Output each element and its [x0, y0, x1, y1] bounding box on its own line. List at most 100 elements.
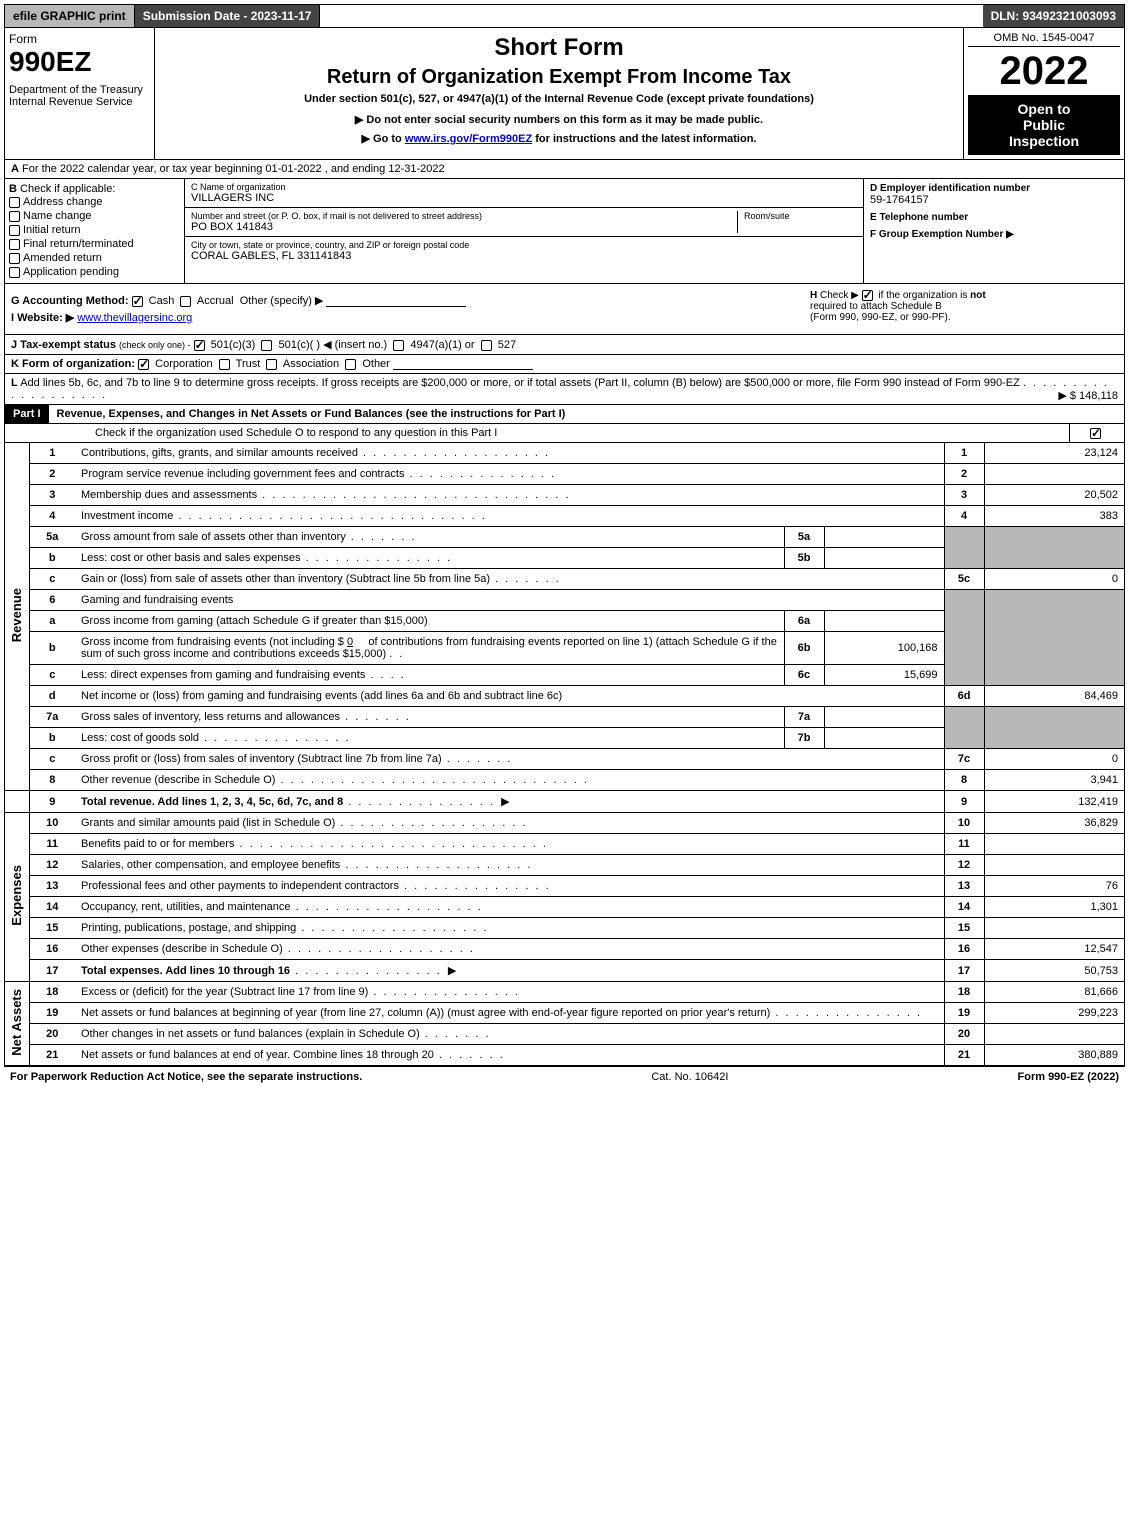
- checkbox-corp[interactable]: [138, 359, 149, 370]
- opt-501c: 501(c)( ) ◀ (insert no.): [278, 339, 387, 351]
- open3: Inspection: [1009, 133, 1079, 149]
- line-8: 8 Other revenue (describe in Schedule O)…: [5, 770, 1124, 791]
- ln7b-mn: 7b: [784, 728, 824, 749]
- checkbox-accrual[interactable]: [180, 296, 191, 307]
- line-7c: c Gross profit or (loss) from sales of i…: [5, 749, 1124, 770]
- ln6-desc: Gaming and fundraising events: [75, 590, 944, 611]
- org-name-value: VILLAGERS INC: [191, 192, 857, 204]
- website-line: I Website: ▶ www.thevillagersinc.org: [11, 311, 798, 324]
- subtitle-501c: Under section 501(c), 527, or 4947(a)(1)…: [161, 93, 957, 105]
- checkbox-cash[interactable]: [132, 296, 143, 307]
- col-c-org-info: C Name of organization VILLAGERS INC Num…: [185, 179, 864, 283]
- checkbox-icon[interactable]: [9, 239, 20, 250]
- checkbox-icon[interactable]: [9, 253, 20, 264]
- ln5b-mv: [824, 548, 944, 569]
- h-text2: if the organization is: [878, 290, 967, 301]
- chk-final-return[interactable]: Final return/terminated: [9, 237, 180, 251]
- header-right: OMB No. 1545-0047 2022 Open to Public In…: [964, 28, 1124, 159]
- ln14-desc: Occupancy, rent, utilities, and maintena…: [75, 897, 944, 918]
- city-label: City or town, state or province, country…: [191, 240, 857, 250]
- chk-initial-return[interactable]: Initial return: [9, 223, 180, 237]
- h-text4: (Form 990, 990-EZ, or 990-PF).: [810, 312, 951, 323]
- chk-label: Final return/terminated: [23, 238, 134, 250]
- ln6c-mn: 6c: [784, 665, 824, 686]
- opt-527: 527: [498, 339, 516, 351]
- ln21-rn: 21: [944, 1045, 984, 1066]
- part1-check-col: [1069, 424, 1124, 442]
- ln17-desc: Total expenses. Add lines 10 through 16 …: [75, 960, 944, 982]
- chk-address-change[interactable]: Address change: [9, 195, 180, 209]
- ln6-num: 6: [29, 590, 75, 611]
- accrual-label: Accrual: [197, 295, 234, 307]
- checkbox-icon[interactable]: [9, 267, 20, 278]
- other-specify-input[interactable]: [326, 295, 466, 307]
- ln5c-num: c: [29, 569, 75, 590]
- form-label: Form: [9, 32, 150, 46]
- ln6b-num: b: [29, 632, 75, 665]
- ln19-val: 299,223: [984, 1003, 1124, 1024]
- h-text1: Check ▶: [820, 290, 859, 301]
- ln11-rn: 11: [944, 834, 984, 855]
- row-l-gross-receipts: L Add lines 5b, 6c, and 7b to line 9 to …: [5, 374, 1124, 405]
- checkbox-icon[interactable]: [9, 225, 20, 236]
- chk-application-pending[interactable]: Application pending: [9, 265, 180, 279]
- main-title: Return of Organization Exempt From Incom…: [161, 66, 957, 89]
- ln17-num: 17: [29, 960, 75, 982]
- shaded-6v: [984, 590, 1124, 686]
- ln6b-mn: 6b: [784, 632, 824, 665]
- efile-print[interactable]: efile GRAPHIC print: [5, 5, 135, 27]
- checkbox-4947[interactable]: [393, 340, 404, 351]
- ln13-desc: Professional fees and other payments to …: [75, 876, 944, 897]
- checkbox-icon[interactable]: [9, 211, 20, 222]
- row-j-tax-exempt: J Tax-exempt status (check only one) - 5…: [5, 335, 1124, 355]
- col-b-checkboxes: B Check if applicable: Address change Na…: [5, 179, 185, 283]
- irs-link[interactable]: www.irs.gov/Form990EZ: [405, 133, 532, 145]
- checkbox-schedule-b[interactable]: [862, 290, 873, 301]
- goto-prefix: ▶ Go to: [362, 133, 405, 145]
- checkbox-icon[interactable]: [9, 197, 20, 208]
- other-label: Other (specify) ▶: [240, 295, 324, 307]
- ln14-rn: 14: [944, 897, 984, 918]
- ln14-num: 14: [29, 897, 75, 918]
- ln10-val: 36,829: [984, 813, 1124, 834]
- ln15-rn: 15: [944, 918, 984, 939]
- ln6a-mn: 6a: [784, 611, 824, 632]
- ln8-num: 8: [29, 770, 75, 791]
- ln5c-val: 0: [984, 569, 1124, 590]
- lines-table: Revenue 1 Contributions, gifts, grants, …: [5, 443, 1124, 1066]
- ln6a-mv: [824, 611, 944, 632]
- ln16-desc: Other expenses (describe in Schedule O) …: [75, 939, 944, 960]
- line-13: 13 Professional fees and other payments …: [5, 876, 1124, 897]
- chk-name-change[interactable]: Name change: [9, 209, 180, 223]
- ln7c-val: 0: [984, 749, 1124, 770]
- checkbox-527[interactable]: [481, 340, 492, 351]
- text-a: For the 2022 calendar year, or tax year …: [22, 163, 445, 175]
- chk-label: Name change: [23, 210, 92, 222]
- vtab-spacer: [5, 791, 29, 813]
- checkbox-assoc[interactable]: [266, 359, 277, 370]
- chk-amended-return[interactable]: Amended return: [9, 251, 180, 265]
- ln10-desc: Grants and similar amounts paid (list in…: [75, 813, 944, 834]
- cash-label: Cash: [149, 295, 175, 307]
- shaded-6: [944, 590, 984, 686]
- ln9-num: 9: [29, 791, 75, 813]
- checkbox-other-org[interactable]: [345, 359, 356, 370]
- website-link[interactable]: www.thevillagersinc.org: [77, 312, 192, 324]
- ln18-val: 81,666: [984, 982, 1124, 1003]
- other-org-input[interactable]: [393, 358, 533, 370]
- opt-4947: 4947(a)(1) or: [410, 339, 474, 351]
- row-k-org-form: K Form of organization: Corporation Trus…: [5, 355, 1124, 374]
- k-label: K Form of organization:: [11, 358, 135, 370]
- ln1-num: 1: [29, 443, 75, 464]
- ln8-desc: Other revenue (describe in Schedule O) .…: [75, 770, 944, 791]
- l-amount: ▶ $ 148,118: [1058, 389, 1118, 402]
- label-a: A: [11, 163, 19, 175]
- row-a-tax-year: A For the 2022 calendar year, or tax yea…: [5, 160, 1124, 179]
- checkbox-501c[interactable]: [261, 340, 272, 351]
- checkbox-trust[interactable]: [219, 359, 230, 370]
- checkbox-schedule-o[interactable]: [1090, 428, 1101, 439]
- ssn-warning: ▶ Do not enter social security numbers o…: [161, 113, 957, 126]
- checkbox-501c3[interactable]: [194, 340, 205, 351]
- ln4-rn: 4: [944, 506, 984, 527]
- ln7a-mv: [824, 707, 944, 728]
